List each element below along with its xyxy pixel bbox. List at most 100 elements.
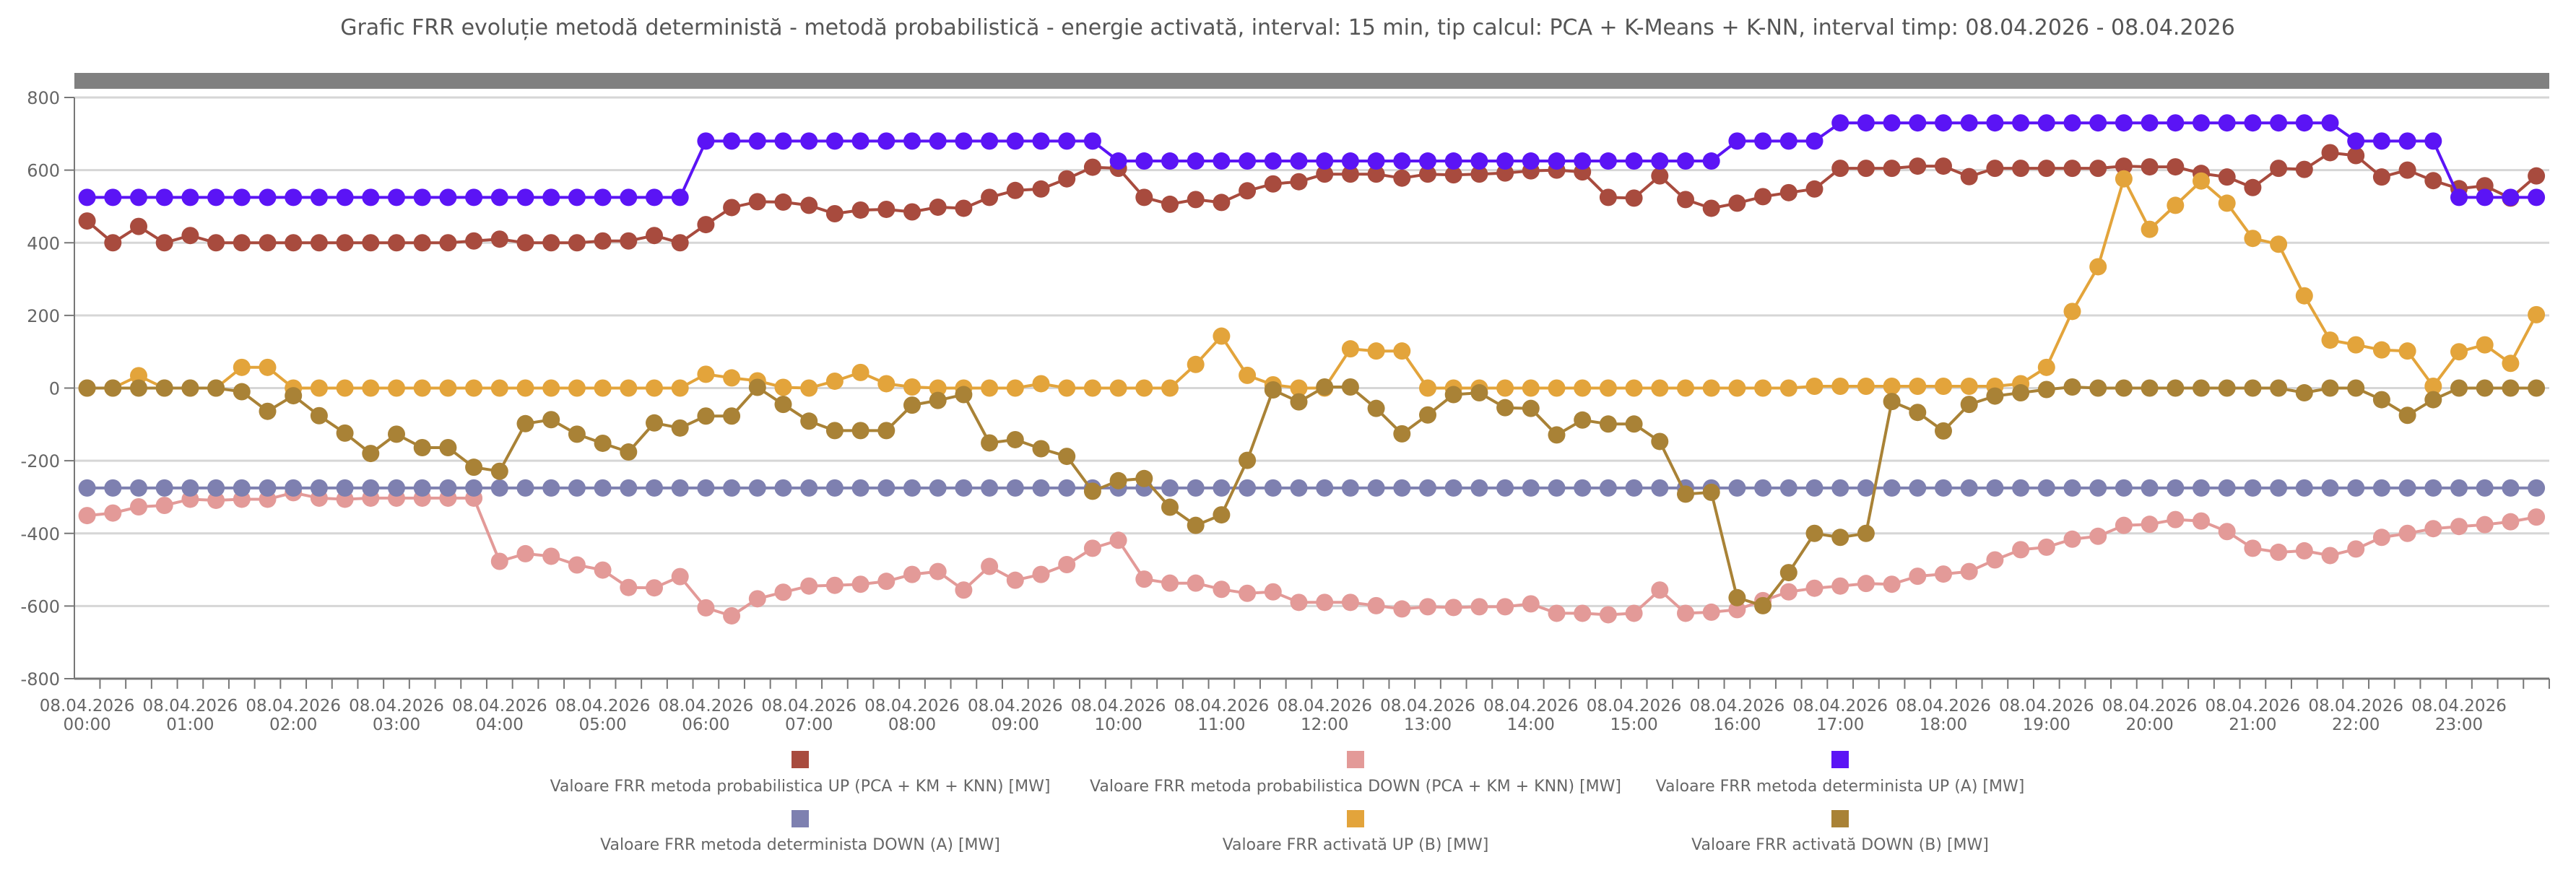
legend-item[interactable]: Valoare FRR activată UP (B) [MW] xyxy=(1223,810,1489,854)
data-point xyxy=(2347,379,2365,397)
data-point xyxy=(1909,567,1927,586)
data-point xyxy=(1574,479,1592,497)
data-point xyxy=(2141,516,2159,534)
data-point xyxy=(1857,114,1875,132)
data-point xyxy=(2476,479,2494,497)
data-point xyxy=(1213,152,1231,170)
data-point xyxy=(1986,479,2004,497)
data-point xyxy=(1935,157,1952,175)
data-point xyxy=(774,132,792,150)
legend-item[interactable]: Valoare FRR metoda probabilistica DOWN (… xyxy=(1090,751,1621,796)
data-point xyxy=(1496,152,1514,170)
data-point xyxy=(2295,160,2313,178)
data-point xyxy=(2476,516,2494,534)
data-point xyxy=(1393,425,1411,443)
data-point xyxy=(2037,160,2055,178)
y-tick-label: -800 xyxy=(21,669,60,690)
data-point xyxy=(646,579,663,597)
data-point xyxy=(259,234,277,252)
data-point xyxy=(1444,152,1462,170)
legend-item[interactable]: Valoare FRR metoda determinista UP (A) [… xyxy=(1656,751,2025,796)
data-point xyxy=(2270,160,2288,178)
data-point xyxy=(1677,191,1694,209)
data-point xyxy=(2347,132,2365,150)
data-point xyxy=(2270,543,2288,561)
x-tick-date: 08.04.2026 xyxy=(2308,697,2403,715)
data-point xyxy=(542,234,560,252)
data-point xyxy=(1341,165,1359,183)
data-point xyxy=(568,556,586,574)
data-point xyxy=(2244,178,2262,196)
data-point xyxy=(2063,303,2081,321)
data-point xyxy=(78,507,96,525)
data-point xyxy=(1625,479,1643,497)
data-point xyxy=(2115,170,2133,188)
data-point xyxy=(1677,152,1694,170)
data-point xyxy=(903,565,921,583)
data-point xyxy=(877,479,895,497)
x-tick-date: 08.04.2026 xyxy=(143,697,238,715)
data-point xyxy=(2528,167,2546,185)
data-point xyxy=(1909,377,1927,395)
legend-item[interactable]: Valoare FRR activată DOWN (B) [MW] xyxy=(1691,810,1989,854)
data-point xyxy=(1239,366,1257,384)
x-tick-time: 05:00 xyxy=(578,715,626,734)
data-point xyxy=(1006,379,1024,397)
data-point xyxy=(903,396,921,414)
data-point xyxy=(1522,152,1540,170)
data-point xyxy=(1264,152,1282,170)
data-point xyxy=(207,479,225,497)
x-tick-time: 22:00 xyxy=(2332,715,2380,734)
data-point xyxy=(2141,220,2159,238)
data-point xyxy=(1290,593,1308,612)
data-point xyxy=(1574,604,1592,622)
data-point xyxy=(1831,377,1849,395)
data-point xyxy=(104,479,122,497)
data-point xyxy=(1702,152,1720,170)
data-point xyxy=(2270,114,2288,132)
data-point xyxy=(1161,152,1179,170)
data-point xyxy=(2424,520,2442,538)
data-point xyxy=(2037,114,2055,132)
data-point xyxy=(929,198,947,216)
data-point xyxy=(2476,379,2494,397)
data-point xyxy=(1161,195,1179,213)
data-point xyxy=(800,132,818,150)
data-point xyxy=(1006,430,1024,448)
data-point xyxy=(774,583,792,601)
legend-item[interactable]: Valoare FRR metoda determinista DOWN (A)… xyxy=(600,810,1000,854)
series-group xyxy=(78,114,2546,625)
data-point xyxy=(2012,114,2030,132)
data-point xyxy=(2321,114,2339,132)
x-tick-time: 11:00 xyxy=(1197,715,1245,734)
y-tick-label: 0 xyxy=(49,379,60,399)
data-point xyxy=(955,199,973,217)
legend-item[interactable]: Valoare FRR metoda probabilistica UP (PC… xyxy=(550,751,1051,796)
data-point xyxy=(2450,343,2468,361)
x-tick-date: 08.04.2026 xyxy=(452,697,547,715)
zoom-range-bar[interactable] xyxy=(74,73,2549,89)
data-point xyxy=(1754,188,1772,206)
data-point xyxy=(1109,471,1127,490)
data-point xyxy=(1754,479,1772,497)
data-point xyxy=(981,479,999,497)
data-point xyxy=(336,479,354,497)
data-point xyxy=(955,386,973,404)
data-point xyxy=(903,203,921,221)
data-point xyxy=(1058,379,1076,397)
data-point xyxy=(1419,598,1436,616)
x-tick-time: 03:00 xyxy=(373,715,420,734)
data-point xyxy=(774,396,792,414)
x-tick-time: 14:00 xyxy=(1507,715,1555,734)
data-point xyxy=(1470,152,1488,170)
y-tick-label: -600 xyxy=(21,596,60,617)
data-point xyxy=(1960,479,1978,497)
data-point xyxy=(490,552,508,570)
x-tick-date: 08.04.2026 xyxy=(968,697,1063,715)
x-tick-time: 19:00 xyxy=(2023,715,2070,734)
data-point xyxy=(413,234,431,252)
data-point xyxy=(439,188,457,206)
data-point xyxy=(2089,258,2107,276)
